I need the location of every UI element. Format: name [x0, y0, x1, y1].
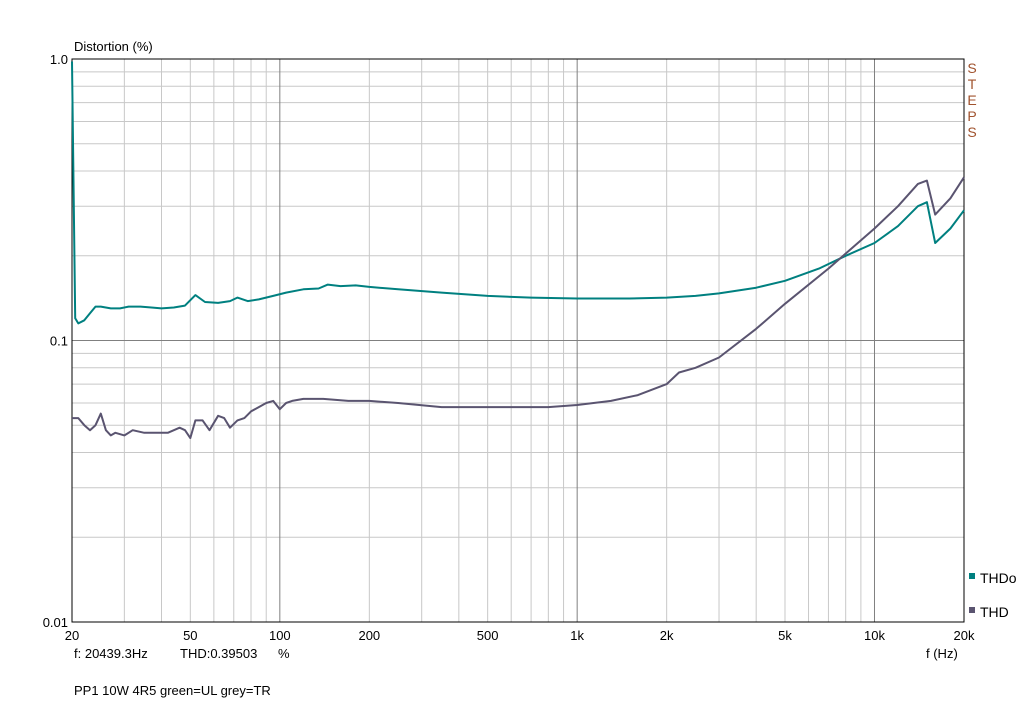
x-tick-label: 20	[65, 628, 79, 643]
cursor-unit: %	[278, 646, 290, 661]
x-tick-label: 500	[477, 628, 499, 643]
legend-swatch-thdo	[969, 573, 975, 579]
y-tick-label: 0.1	[50, 334, 68, 349]
x-axis-label: f (Hz)	[926, 646, 958, 661]
series-line-thdo	[71, 61, 965, 325]
cursor-frequency-readout: f: 20439.3Hz	[74, 646, 148, 661]
x-tick-label: 100	[269, 628, 291, 643]
x-tick-label: 5k	[778, 628, 792, 643]
y-tick-label: 1.0	[50, 52, 68, 67]
x-tick-label: 1k	[570, 628, 584, 643]
chart-caption: PP1 10W 4R5 green=UL grey=TR	[74, 683, 271, 698]
y-axis-label: Distortion (%)	[74, 39, 153, 54]
legend-label-thdo: THDo	[980, 570, 1017, 586]
legend-swatch-thd	[969, 607, 975, 613]
y-tick-label: 0.01	[43, 615, 68, 630]
x-tick-label: 10k	[864, 628, 885, 643]
x-tick-label: 20k	[954, 628, 975, 643]
steps-letter: P	[967, 108, 976, 124]
steps-letter: T	[968, 76, 977, 92]
x-tick-label: 50	[183, 628, 197, 643]
legend-label-thd: THD	[980, 604, 1009, 620]
x-tick-label: 200	[358, 628, 380, 643]
steps-letter: S	[967, 60, 976, 76]
cursor-thd-readout: THD:0.39503	[180, 646, 258, 661]
series-line-thd	[72, 176, 965, 440]
x-tick-label: 2k	[660, 628, 674, 643]
steps-letter: S	[967, 124, 976, 140]
steps-letter: E	[967, 92, 976, 108]
plot-frame	[71, 58, 965, 623]
